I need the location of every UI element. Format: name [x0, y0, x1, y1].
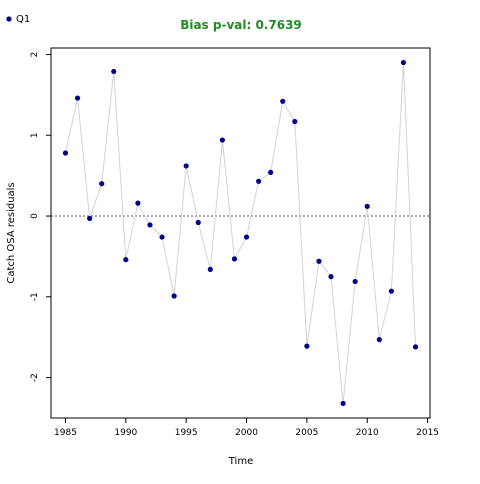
data-point-1999: [231, 256, 238, 262]
y-tick-label-1: 1: [30, 132, 40, 138]
data-point-1986: [74, 95, 81, 101]
data-point-1990: [123, 257, 129, 263]
data-point-1996: [195, 219, 201, 226]
data-point-2009: [352, 278, 358, 285]
plot-layer: 1985 1990 1995 2000 2005 2010 2015 -2 -1 0 1 2: [30, 47, 439, 438]
data-point-2007: [328, 274, 334, 280]
data-point-2014: [412, 344, 419, 350]
y-tick-label-2: 2: [30, 52, 40, 58]
data-point-1985: [62, 150, 69, 156]
x-tick-label-1990: 1990: [114, 428, 137, 438]
x-axis-label: Time: [228, 456, 253, 467]
data-point-2010: [364, 203, 370, 209]
y-axis-label: Catch OSA residuals: [6, 182, 17, 283]
data-point-2006: [316, 258, 322, 264]
data-point-2005: [304, 343, 310, 349]
series-line-q1: [64, 62, 417, 404]
data-point-2002: [268, 169, 274, 176]
y-tick-label-0: 0: [30, 213, 40, 219]
data-point-1992: [147, 222, 153, 228]
x-tick-label-2005: 2005: [295, 428, 318, 438]
x-tick-label-2000: 2000: [235, 428, 258, 438]
data-point-1989: [111, 68, 117, 75]
x-tick-label-1995: 1995: [175, 428, 198, 438]
data-point-1993: [159, 234, 165, 240]
x-tick-label-2010: 2010: [356, 428, 379, 438]
data-point-1987: [87, 215, 93, 222]
y-tick-label--2: -2: [30, 373, 40, 382]
legend-label-q1: Q1: [16, 14, 30, 25]
data-point-2000: [243, 234, 250, 240]
legend-marker-q1: [6, 16, 12, 22]
data-point-2012: [388, 288, 394, 294]
data-point-1994: [171, 293, 177, 299]
data-point-1991: [135, 200, 141, 206]
data-point-1997: [207, 266, 213, 272]
data-point-2011: [376, 337, 382, 343]
data-point-1988: [99, 181, 105, 187]
data-point-2001: [256, 178, 262, 184]
y-tick-label--1: -1: [30, 292, 40, 301]
data-point-2013: [400, 59, 407, 66]
data-point-1995: [183, 163, 189, 169]
legend: Q1: [6, 14, 30, 25]
chart-title: Bias p-val: 0.7639: [180, 18, 302, 32]
data-point-2003: [280, 98, 286, 104]
data-point-1998: [219, 137, 225, 143]
data-point-2008: [340, 400, 346, 407]
data-point-2004: [292, 118, 298, 125]
plot-frame: [50, 47, 431, 419]
x-tick-label-1985: 1985: [54, 428, 77, 438]
x-tick-label-2015: 2015: [416, 428, 439, 438]
